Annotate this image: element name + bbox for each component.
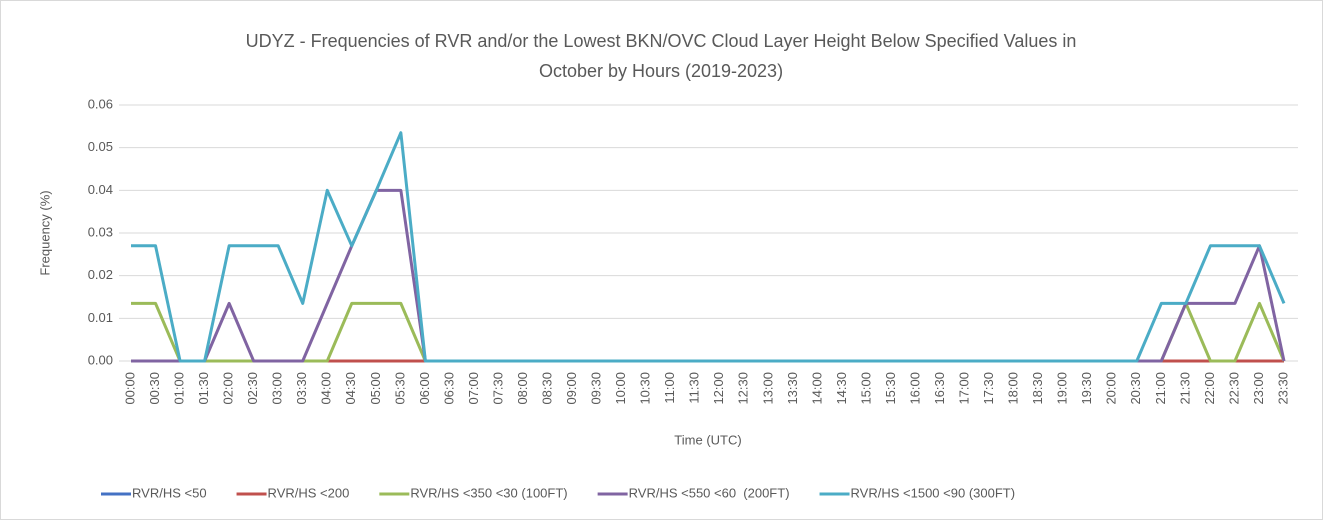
x-tick-label: 18:30 bbox=[1030, 372, 1045, 405]
x-tick-label: 03:30 bbox=[294, 372, 309, 405]
y-tick-label: 0.03 bbox=[88, 224, 113, 239]
x-tick-label: 22:30 bbox=[1226, 372, 1241, 405]
x-tick-label: 07:30 bbox=[490, 372, 505, 405]
x-tick-label: 17:30 bbox=[981, 372, 996, 405]
x-tick-label: 11:00 bbox=[662, 372, 677, 404]
legend-label: RVR/HS <350 <30 (100FT) bbox=[410, 485, 567, 500]
x-tick-label: 05:00 bbox=[368, 372, 383, 405]
x-tick-label: 11:30 bbox=[687, 372, 702, 404]
y-tick-label: 0.06 bbox=[88, 96, 113, 111]
x-tick-label: 15:30 bbox=[883, 372, 898, 405]
x-tick-label: 10:30 bbox=[638, 372, 653, 405]
y-axis-title: Frequency (%) bbox=[37, 190, 52, 275]
x-tick-label: 01:00 bbox=[172, 372, 187, 405]
y-tick-label: 0.01 bbox=[88, 310, 113, 325]
x-tick-label: 03:00 bbox=[270, 372, 285, 405]
x-tick-label: 12:30 bbox=[736, 372, 751, 405]
x-tick-label: 04:30 bbox=[343, 372, 358, 405]
x-tick-label: 14:00 bbox=[809, 372, 824, 405]
x-tick-label: 06:00 bbox=[417, 372, 432, 405]
x-tick-label: 09:00 bbox=[564, 372, 579, 405]
chart-title: October by Hours (2019-2023) bbox=[539, 61, 783, 81]
x-tick-label: 21:00 bbox=[1153, 372, 1168, 405]
legend-label: RVR/HS <200 bbox=[268, 485, 350, 500]
x-tick-label: 20:00 bbox=[1104, 372, 1119, 405]
x-tick-label: 02:00 bbox=[221, 372, 236, 405]
x-tick-label: 04:00 bbox=[319, 372, 334, 405]
x-tick-label: 09:30 bbox=[589, 372, 604, 405]
x-tick-label: 00:30 bbox=[147, 372, 162, 405]
y-tick-label: 0.04 bbox=[88, 182, 113, 197]
x-tick-label: 16:00 bbox=[907, 372, 922, 405]
x-tick-label: 13:30 bbox=[785, 372, 800, 405]
legend-label: RVR/HS <50 bbox=[132, 485, 207, 500]
x-tick-label: 08:00 bbox=[515, 372, 530, 405]
x-tick-label: 01:30 bbox=[196, 372, 211, 405]
x-tick-label: 19:30 bbox=[1079, 372, 1094, 405]
legend-label: RVR/HS <550 <60 (200FT) bbox=[629, 485, 790, 500]
x-tick-label: 06:30 bbox=[441, 372, 456, 405]
x-tick-label: 20:30 bbox=[1128, 372, 1143, 405]
x-axis-title: Time (UTC) bbox=[674, 432, 741, 447]
x-tick-label: 00:00 bbox=[122, 372, 137, 405]
x-tick-label: 21:30 bbox=[1177, 372, 1192, 405]
y-tick-label: 0.05 bbox=[88, 139, 113, 154]
x-tick-label: 16:30 bbox=[932, 372, 947, 405]
x-tick-label: 13:00 bbox=[760, 372, 775, 405]
x-tick-label: 05:30 bbox=[392, 372, 407, 405]
x-tick-label: 10:00 bbox=[613, 372, 628, 405]
x-tick-label: 07:00 bbox=[466, 372, 481, 405]
chart-title: UDYZ - Frequencies of RVR and/or the Low… bbox=[246, 31, 1077, 51]
x-tick-label: 08:30 bbox=[539, 372, 554, 405]
x-tick-label: 23:00 bbox=[1251, 372, 1266, 405]
x-tick-label: 02:30 bbox=[245, 372, 260, 405]
series-line bbox=[131, 131, 1286, 363]
x-tick-label: 19:00 bbox=[1055, 372, 1070, 405]
x-tick-label: 23:30 bbox=[1275, 372, 1290, 405]
y-tick-label: 0.02 bbox=[88, 267, 113, 282]
x-tick-label: 22:00 bbox=[1202, 372, 1217, 405]
legend-label: RVR/HS <1500 <90 (300FT) bbox=[851, 485, 1016, 500]
x-tick-label: 17:00 bbox=[957, 372, 972, 405]
x-tick-label: 12:00 bbox=[711, 372, 726, 405]
y-tick-label: 0.00 bbox=[88, 352, 113, 367]
x-tick-label: 14:30 bbox=[834, 372, 849, 405]
x-tick-label: 15:00 bbox=[858, 372, 873, 405]
x-tick-label: 18:00 bbox=[1006, 372, 1021, 405]
